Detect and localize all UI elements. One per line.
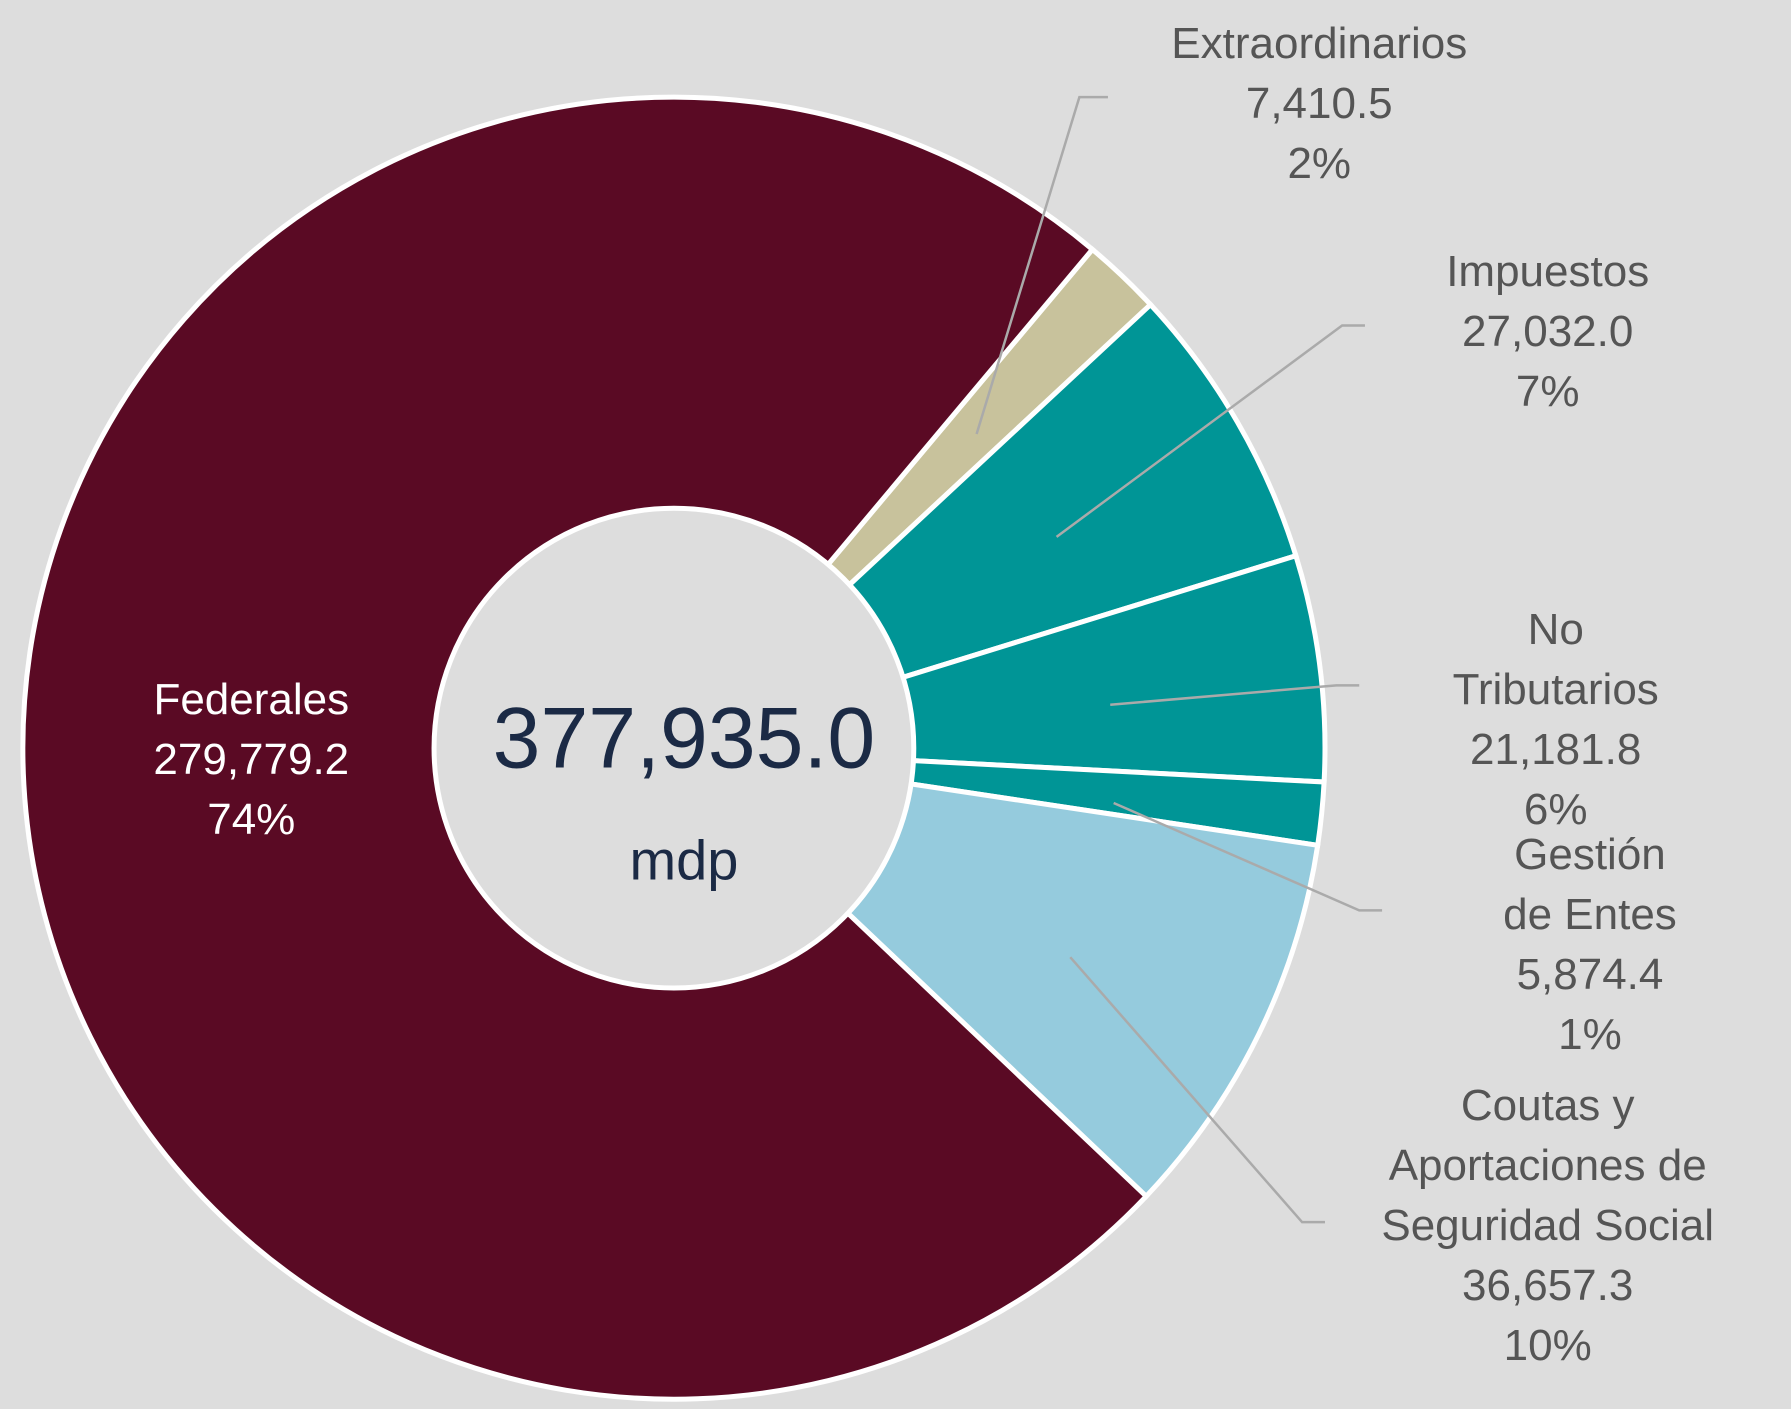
- slice-label: Impuestos 27,032.0 7%: [1446, 242, 1649, 422]
- percentage-label: 10%: [1503, 1320, 1592, 1370]
- percentage-label: 6%: [1523, 784, 1588, 834]
- value-label: 5,874.4: [1516, 949, 1664, 999]
- slice-label: Federales 279,779.2 74%: [153, 670, 349, 850]
- value-label: 27,032.0: [1462, 307, 1634, 357]
- slice-label: No Tributarios 21,181.8 6%: [1438, 600, 1673, 840]
- slice-label: Extraordinarios 7,410.5 2%: [1171, 14, 1467, 194]
- category-name: Federales: [153, 675, 350, 725]
- total-label: 377,935.0: [493, 691, 876, 787]
- leader-line: [1113, 801, 1383, 912]
- leader-line: [975, 95, 1108, 435]
- value-label: 21,181.8: [1470, 724, 1642, 774]
- percentage-label: 1%: [1558, 1009, 1622, 1059]
- percentage-label: 7%: [1515, 367, 1580, 417]
- unit-label: mdp: [629, 829, 738, 892]
- leader-line: [1055, 324, 1365, 538]
- category-name: Impuestos: [1446, 247, 1650, 297]
- category-name: Extraordinarios: [1171, 18, 1468, 68]
- value-label: 7,410.5: [1245, 78, 1393, 128]
- percentage-label: 74%: [207, 795, 296, 845]
- value-label: 279,779.2: [153, 735, 350, 785]
- slice-label: Gestión de Entes 5,874.4 1%: [1489, 825, 1690, 1065]
- center-hole: [431, 505, 917, 991]
- category-name: Gestión de Entes: [1503, 829, 1677, 939]
- leader-line: [1110, 684, 1360, 706]
- category-name: Coutas y Aportaciones de Seguridad Socia…: [1381, 1080, 1715, 1250]
- value-label: 36,657.3: [1462, 1260, 1634, 1310]
- leader-line: [1069, 956, 1325, 1224]
- category-name: No Tributarios: [1452, 604, 1659, 714]
- percentage-label: 2%: [1287, 138, 1352, 188]
- slice-label: Coutas y Aportaciones de Seguridad Socia…: [1348, 1076, 1748, 1376]
